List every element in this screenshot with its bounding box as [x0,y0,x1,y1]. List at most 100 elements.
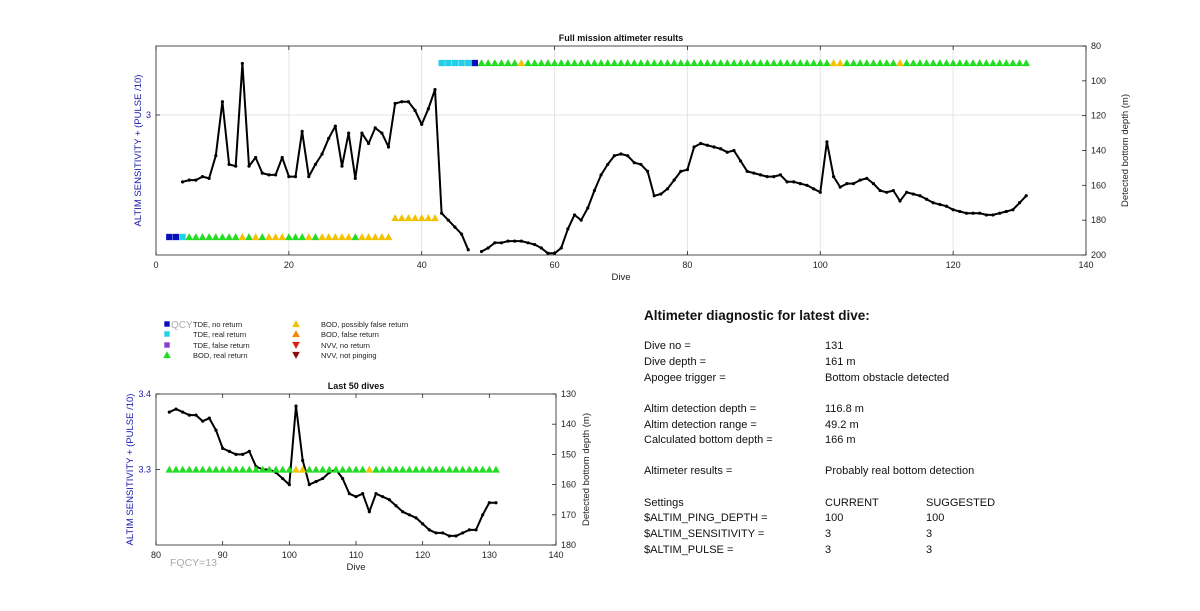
depth-point [313,162,318,167]
depth-point [911,192,915,196]
marker-bod_real [225,233,233,241]
setting-current: 3 [825,544,832,556]
depth-point [679,169,683,173]
depth-point [414,516,418,520]
marker-bod_possibly_false [411,214,419,222]
marker-bod_possibly_false [417,214,426,222]
depth-point [401,510,405,514]
depth-point [214,428,218,432]
depth-point [367,510,371,514]
marker-bod_possibly_false [829,59,838,67]
depth-point [1004,209,1008,214]
depth-point [818,190,822,194]
marker-bod_real [637,59,645,67]
depth-point [247,164,251,168]
marker-bod_real [238,465,247,473]
depth-point [327,136,331,140]
marker-bod_real [163,351,171,359]
marker-bod_possibly_false [324,233,333,241]
depth-point [606,162,610,167]
depth-point [167,410,171,414]
marker-bod_real [298,233,306,241]
marker-bod_real [789,59,798,67]
depth-point [341,476,345,481]
marker-bod_possibly_false [304,233,313,241]
depth-point [240,61,244,66]
setting-current: 100 [825,512,844,524]
x-tick-label: 100 [282,550,297,560]
depth-point [459,232,464,236]
marker-bod_real [630,59,639,67]
marker-bod_real [929,59,938,67]
fqcy-label: FQCY=13 [170,557,217,569]
setting-name: $ALTIM_PING_DEPTH = [644,512,768,524]
marker-bod_real [205,465,214,473]
marker-bod_real [445,465,454,473]
legend-label: TDE, no return [193,320,242,329]
marker-bod_possibly_false [331,233,340,241]
depth-point [592,188,597,193]
marker-bod_possibly_false [251,233,260,241]
marker-bod_real [955,59,964,67]
depth-point [181,410,185,414]
legend-label: NVV, no return [321,341,370,350]
marker-bod_real [763,59,771,67]
depth-point [187,413,191,417]
marker-bod_real [165,465,174,473]
depth-point [453,225,457,229]
x-tick-label: 40 [417,260,427,270]
marker-bod_real [1009,59,1017,67]
marker-bod_false [292,330,300,338]
depth-point [287,175,291,179]
marker-nvv_none [292,341,300,349]
depth-point [234,452,238,456]
marker-bod_real [670,59,678,67]
marker-bod_real [617,59,625,67]
marker-bod_possibly_false [378,233,386,241]
depth-point [207,416,211,420]
depth-point [307,483,311,487]
marker-bod_possibly_false [344,233,353,241]
depth-point [566,227,570,231]
depth-point [400,100,404,104]
depth-point [998,211,1002,215]
depth-point [991,213,995,217]
marker-bod_real [492,465,500,473]
diag-value: 116.8 m [825,403,864,415]
depth-point [493,241,497,245]
marker-bod_real [723,59,732,67]
depth-point [267,173,271,177]
depth-point [474,528,478,532]
depth-point [672,178,676,182]
depth-point [406,100,411,104]
marker-bod_real [889,59,898,67]
depth-point [194,413,198,417]
marker-bod_real [305,465,314,473]
marker-bod_real [438,465,447,473]
marker-bod_real [809,59,818,67]
marker-bod_real [750,59,758,67]
x-tick-label: 110 [349,550,363,560]
depth-point [865,176,869,180]
marker-bod_possibly_false [365,465,374,473]
marker-bod_real [312,465,320,473]
marker-bod_real [537,59,546,67]
marker-bod_real [544,59,552,67]
marker-bod_possibly_false [397,214,406,222]
depth-point [798,181,802,186]
marker-bod_real [452,465,460,473]
marker-tde_none [471,59,479,67]
depth-point [300,129,304,133]
marker-tde_real [164,331,170,337]
marker-nvv_not_pinging [292,351,300,359]
x-tick-label: 60 [550,260,560,270]
marker-bod_real [969,59,977,67]
y2-tick-label: 130 [561,389,576,399]
marker-bod_real [285,233,293,241]
setting-name: $ALTIM_SENSITIVITY = [644,528,765,540]
depth-point [539,246,543,250]
marker-bod_real [432,465,440,473]
depth-point [772,175,776,179]
marker-bod_real [696,59,705,67]
marker-bod_real [590,59,599,67]
